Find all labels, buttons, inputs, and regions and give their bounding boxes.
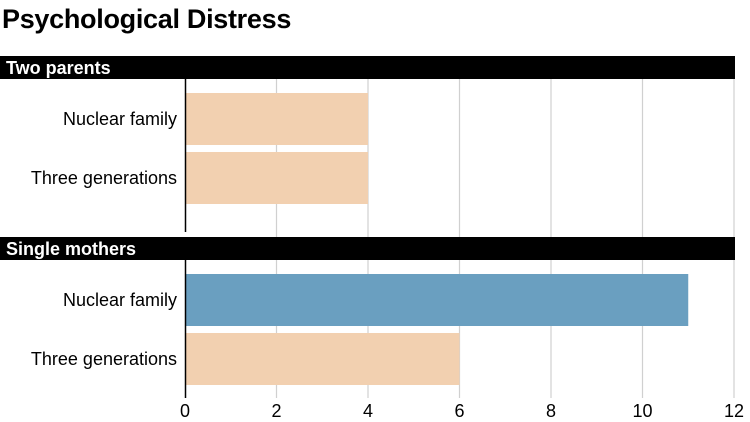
category-label: Nuclear family: [63, 109, 177, 129]
bar: [185, 93, 368, 145]
x-tick-label: 0: [180, 401, 190, 421]
x-tick-label: 10: [632, 401, 652, 421]
group-header-band: [0, 56, 735, 79]
x-tick-label: 8: [546, 401, 556, 421]
category-label: Three generations: [31, 349, 177, 369]
group-header-label: Single mothers: [6, 239, 136, 259]
x-tick-label: 12: [724, 401, 744, 421]
category-label: Three generations: [31, 168, 177, 188]
x-tick-label: 2: [271, 401, 281, 421]
bar: [185, 152, 368, 204]
x-tick-label: 4: [363, 401, 373, 421]
x-tick-label: 6: [454, 401, 464, 421]
category-label: Nuclear family: [63, 290, 177, 310]
bar: [185, 274, 689, 326]
bar: [185, 333, 460, 385]
chart-title: Psychological Distress: [2, 4, 292, 34]
group-header-band: [0, 237, 735, 260]
group-header-label: Two parents: [6, 58, 111, 78]
